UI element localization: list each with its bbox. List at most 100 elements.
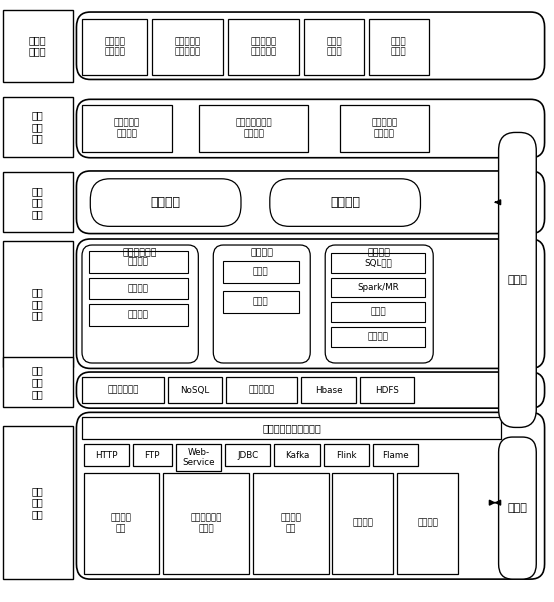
- Text: 关系型数据库: 关系型数据库: [107, 386, 138, 394]
- Text: 内存数据库: 内存数据库: [248, 386, 275, 394]
- Text: 批处理: 批处理: [371, 308, 386, 317]
- FancyBboxPatch shape: [76, 171, 545, 234]
- Text: 算法库: 算法库: [253, 298, 269, 306]
- Bar: [274, 444, 320, 466]
- Text: Spark/MR: Spark/MR: [357, 283, 399, 292]
- Bar: [84, 444, 129, 466]
- Bar: [82, 19, 147, 75]
- Bar: [397, 473, 458, 574]
- Text: 生产管理
系统: 生产管理 系统: [280, 514, 301, 533]
- Text: 数据备份: 数据备份: [128, 311, 149, 319]
- Text: 业务展示: 业务展示: [151, 196, 181, 209]
- FancyBboxPatch shape: [325, 245, 433, 363]
- FancyBboxPatch shape: [76, 372, 545, 408]
- Text: 系统
模型
模块: 系统 模型 模块: [32, 110, 44, 144]
- Text: 配电系统: 配电系统: [417, 519, 438, 527]
- Text: 气象系统: 气象系统: [352, 519, 373, 527]
- Text: 充电设施故
障监测中心: 充电设施故 障监测中心: [175, 37, 201, 57]
- Text: Flink: Flink: [336, 451, 357, 459]
- Text: 能量管理
系统: 能量管理 系统: [111, 514, 132, 533]
- Bar: [228, 19, 299, 75]
- Bar: [89, 251, 188, 273]
- FancyBboxPatch shape: [76, 99, 545, 158]
- Text: FTP: FTP: [145, 451, 160, 459]
- Bar: [324, 444, 369, 466]
- Text: HDFS: HDFS: [375, 386, 399, 394]
- Bar: [3, 97, 73, 157]
- Bar: [360, 377, 414, 403]
- Text: 全景展
示模块: 全景展 示模块: [391, 37, 407, 57]
- Text: 数据
接入
模块: 数据 接入 模块: [32, 486, 44, 520]
- Bar: [331, 253, 425, 273]
- FancyBboxPatch shape: [213, 245, 310, 363]
- Text: 安全服务模块: 安全服务模块: [123, 249, 157, 257]
- Bar: [82, 377, 164, 403]
- Text: 数据
存储
模块: 数据 存储 模块: [32, 365, 44, 399]
- Bar: [89, 304, 188, 326]
- Text: 流式计算: 流式计算: [368, 332, 389, 341]
- Bar: [82, 417, 501, 439]
- Text: 业务应
用模块: 业务应 用模块: [29, 35, 47, 57]
- Text: JDBC: JDBC: [237, 451, 258, 459]
- Bar: [253, 473, 329, 574]
- Text: HTTP: HTTP: [95, 451, 117, 459]
- Text: 专家库: 专家库: [253, 268, 269, 276]
- Text: 用户授权: 用户授权: [128, 258, 149, 266]
- FancyBboxPatch shape: [499, 437, 536, 579]
- Bar: [223, 291, 299, 313]
- Text: 充电设施故
障预警中心: 充电设施故 障预警中心: [250, 37, 277, 57]
- Text: 云平台: 云平台: [507, 503, 527, 513]
- Bar: [3, 172, 73, 232]
- Bar: [133, 444, 172, 466]
- Text: 传输加密: 传输加密: [128, 284, 149, 293]
- Bar: [301, 377, 356, 403]
- Text: 监控运
行中心: 监控运 行中心: [326, 37, 342, 57]
- Text: Flame: Flame: [382, 451, 409, 459]
- Text: 风险评估预
警类模型: 风险评估预 警类模型: [114, 119, 140, 138]
- Bar: [304, 19, 364, 75]
- Text: 业务管理: 业务管理: [330, 196, 360, 209]
- Bar: [226, 377, 297, 403]
- FancyBboxPatch shape: [76, 239, 545, 368]
- FancyBboxPatch shape: [76, 412, 545, 579]
- Bar: [152, 19, 223, 75]
- Text: 系统
服务
模块: 系统 服务 模块: [32, 185, 44, 219]
- Bar: [3, 241, 73, 367]
- FancyBboxPatch shape: [76, 12, 545, 79]
- Bar: [3, 357, 73, 407]
- Bar: [199, 105, 308, 152]
- Bar: [331, 327, 425, 347]
- Text: NoSQL: NoSQL: [181, 386, 209, 394]
- Text: 充电桩: 充电桩: [507, 275, 527, 285]
- Text: 充电设施异常检
测类模型: 充电设施异常检 测类模型: [235, 119, 272, 138]
- Text: 事故协同处
置类模型: 事故协同处 置类模型: [371, 119, 398, 138]
- Bar: [3, 426, 73, 579]
- FancyBboxPatch shape: [499, 132, 536, 427]
- FancyBboxPatch shape: [90, 179, 241, 226]
- Text: 数据统计
分析中心: 数据统计 分析中心: [104, 37, 125, 57]
- Text: Hbase: Hbase: [315, 386, 342, 394]
- Bar: [89, 278, 188, 299]
- Bar: [223, 261, 299, 283]
- Text: 数据提取转换加载工具: 数据提取转换加载工具: [262, 423, 321, 433]
- Text: Kafka: Kafka: [285, 451, 309, 459]
- Bar: [3, 10, 73, 82]
- Bar: [331, 302, 425, 322]
- Text: 数据采集与监
控系统: 数据采集与监 控系统: [191, 514, 222, 533]
- Bar: [163, 473, 249, 574]
- Bar: [369, 19, 429, 75]
- Bar: [225, 444, 270, 466]
- Bar: [84, 473, 159, 574]
- FancyBboxPatch shape: [270, 179, 420, 226]
- Bar: [176, 444, 221, 471]
- Bar: [82, 105, 172, 152]
- Bar: [340, 105, 429, 152]
- Text: 计算模块: 计算模块: [368, 249, 391, 257]
- Bar: [331, 278, 425, 297]
- Bar: [373, 444, 418, 466]
- Bar: [168, 377, 222, 403]
- FancyBboxPatch shape: [82, 245, 198, 363]
- Bar: [332, 473, 393, 574]
- Text: 数据
处理
模块: 数据 处理 模块: [32, 287, 44, 321]
- Text: Web-
Service: Web- Service: [182, 448, 214, 467]
